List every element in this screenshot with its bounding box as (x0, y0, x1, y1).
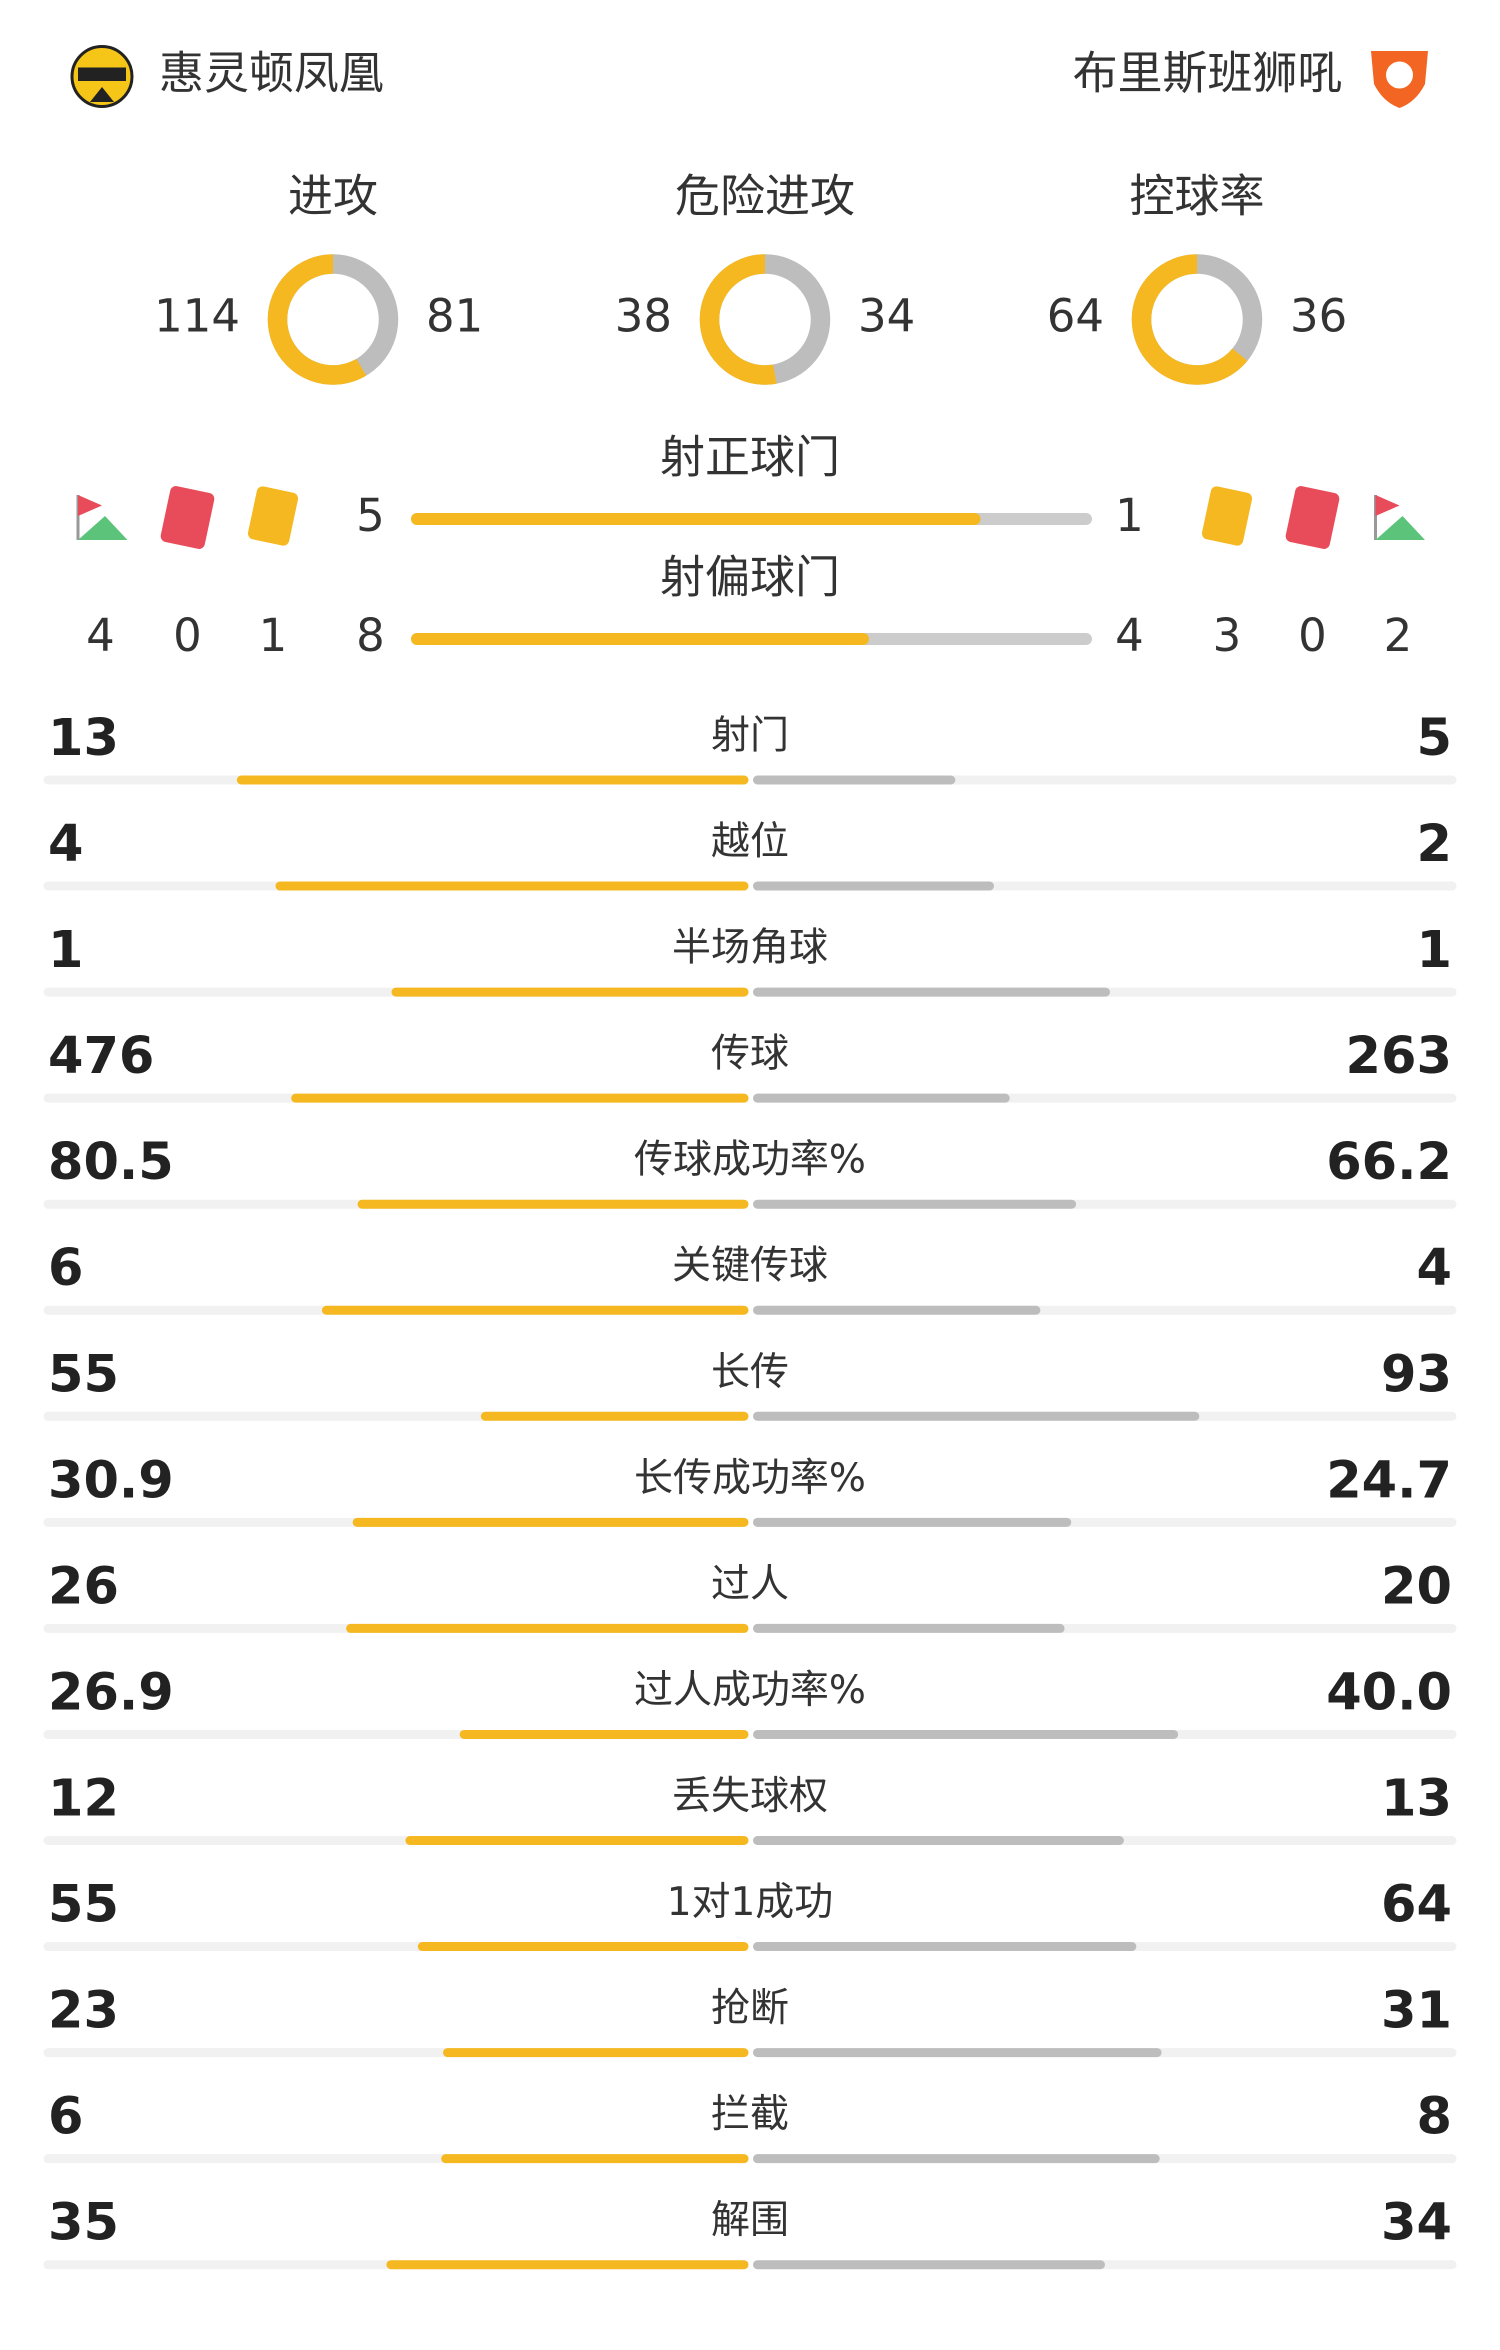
stat-away-value: 31 (1381, 1982, 1452, 2041)
stat-label: 传球 (711, 1032, 789, 1077)
stat-label: 长传 (711, 1350, 789, 1395)
stat-away-value: 20 (1381, 1557, 1452, 1616)
away-name: 布里斯班狮吼 (1073, 46, 1343, 99)
stat-label: 半场角球 (672, 926, 828, 971)
home-yellow-count: 1 (259, 609, 288, 662)
stat-label: 射门 (711, 713, 789, 758)
home-corner-icon (76, 494, 128, 540)
away-corner-icon (1373, 494, 1425, 540)
target-home-value: 8 (356, 609, 385, 662)
stat-home-value: 13 (48, 709, 119, 768)
stat-label: 越位 (711, 820, 789, 865)
stat-home-value: 55 (48, 1345, 119, 1404)
target-away-value: 4 (1115, 609, 1144, 662)
stat-away-value: 263 (1346, 1027, 1452, 1086)
home-name: 惠灵顿凤凰 (159, 46, 384, 99)
stat-away-value: 2 (1417, 815, 1452, 874)
stat-label: 关键传球 (672, 1244, 828, 1289)
home-red-card-icon (160, 486, 215, 549)
away-corners-count: 2 (1384, 609, 1413, 662)
stat-home-value: 23 (48, 1982, 119, 2041)
stat-home-value: 476 (48, 1027, 154, 1086)
stat-label: 丢失球权 (672, 1774, 828, 1819)
ring-home-arc (267, 254, 399, 385)
ring-home-value: 64 (1047, 289, 1104, 342)
stat-label: 解围 (711, 2198, 789, 2243)
ring-label: 危险进攻 (675, 169, 855, 222)
target-label: 射正球门 (660, 430, 840, 483)
ring-label: 进攻 (288, 169, 378, 222)
stat-away-value: 24.7 (1326, 1451, 1452, 1510)
stat-label: 拦截 (711, 2092, 789, 2137)
home-red-count: 0 (173, 609, 202, 662)
stat-home-value: 80.5 (48, 1133, 174, 1192)
stat-home-value: 35 (48, 2194, 119, 2253)
home-logo (70, 44, 134, 108)
stat-away-value: 8 (1417, 2088, 1452, 2147)
stat-away-value: 66.2 (1326, 1133, 1452, 1192)
home-corners-count: 4 (86, 609, 115, 662)
stat-home-value: 4 (48, 815, 83, 874)
away-yellow-count: 3 (1213, 609, 1242, 662)
stat-away-value: 93 (1381, 1345, 1452, 1404)
ring-away-value: 36 (1290, 289, 1347, 342)
stat-home-value: 6 (48, 1239, 83, 1298)
ring-label: 控球率 (1130, 169, 1265, 222)
stat-home-value: 30.9 (48, 1451, 174, 1510)
target-label: 射偏球门 (660, 550, 840, 603)
ring-home-value: 38 (615, 289, 672, 342)
stat-away-value: 4 (1417, 1239, 1452, 1298)
stat-home-value: 12 (48, 1769, 119, 1828)
stat-away-value: 13 (1381, 1769, 1452, 1828)
stat-away-value: 1 (1417, 921, 1452, 980)
stat-label: 1对1成功 (667, 1880, 834, 1925)
stat-label: 长传成功率% (634, 1456, 866, 1501)
stat-label: 过人 (711, 1562, 789, 1607)
away-red-card-icon (1285, 486, 1340, 549)
target-away-value: 1 (1115, 489, 1144, 542)
stat-away-value: 5 (1417, 709, 1452, 768)
ring-home-value: 114 (154, 289, 240, 342)
ring-away-value: 81 (426, 289, 483, 342)
stat-home-value: 1 (48, 921, 83, 980)
stat-label: 抢断 (711, 1986, 789, 2031)
away-red-count: 0 (1298, 609, 1327, 662)
target-home-value: 5 (356, 489, 385, 542)
ring-home-arc (699, 254, 831, 385)
home-yellow-card-icon (247, 486, 299, 546)
away-logo (1370, 50, 1428, 108)
stat-away-value: 64 (1381, 1876, 1452, 1935)
away-yellow-card-icon (1201, 486, 1253, 546)
stat-home-value: 6 (48, 2088, 83, 2147)
ring-away-value: 34 (858, 289, 915, 342)
stat-away-value: 40.0 (1326, 1663, 1452, 1722)
stat-home-value: 55 (48, 1876, 119, 1935)
stat-home-value: 26 (48, 1557, 119, 1616)
ring-home-arc (1131, 254, 1263, 385)
stat-label: 传球成功率% (634, 1138, 866, 1183)
stat-home-value: 26.9 (48, 1663, 174, 1722)
stat-label: 过人成功率% (634, 1668, 866, 1713)
stat-away-value: 34 (1381, 2194, 1452, 2253)
